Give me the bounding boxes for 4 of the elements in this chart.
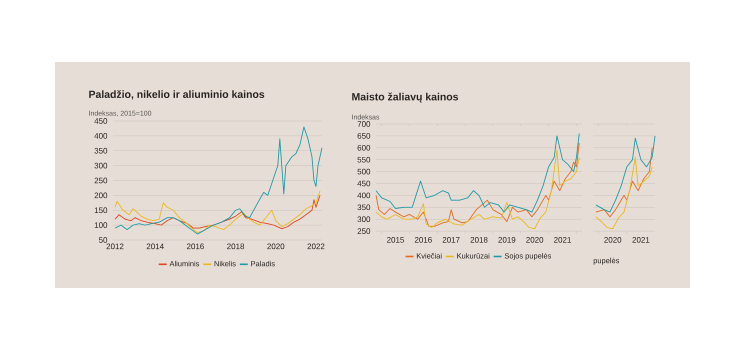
line-series: [376, 133, 580, 213]
chart-title: Paladžio, nikelio ir aliuminio kainos: [89, 90, 264, 100]
chart-title: Maisto žaliavų kainos: [352, 92, 458, 103]
line-series: [114, 126, 322, 234]
